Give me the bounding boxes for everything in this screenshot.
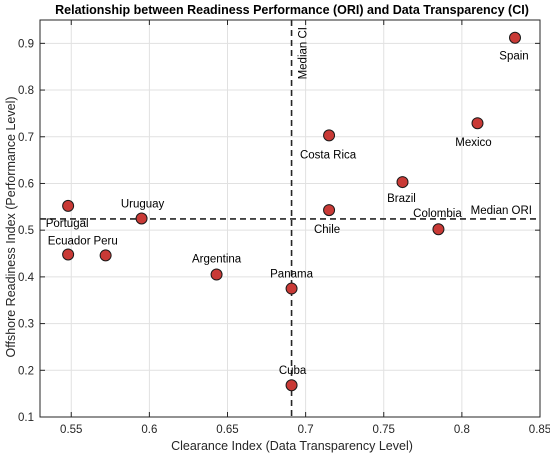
y-tick-label: 0.4: [18, 272, 35, 284]
point-uruguay: [135, 212, 148, 225]
y-axis-label: Offshore Readiness Index (Performance Le…: [4, 96, 18, 357]
point-costa-rica: [323, 129, 336, 142]
x-tick-label: 0.7: [298, 424, 314, 436]
point-cuba: [285, 379, 298, 392]
y-axis-ticks: 0.1 0.2 0.3 0.4 0.5 0.6 0.7 0.8 0.9: [18, 38, 540, 424]
data-points: [62, 31, 521, 392]
point-label-spain: Spain: [499, 51, 528, 63]
y-tick-label: 0.3: [18, 319, 34, 331]
point-ecuador: [62, 248, 75, 261]
point-panama: [285, 282, 298, 295]
x-tick-label: 0.8: [454, 424, 470, 436]
point-argentina: [210, 268, 223, 281]
chart-title: Relationship between Readiness Performan…: [55, 3, 529, 17]
point-label-uruguay: Uruguay: [121, 199, 165, 211]
point-label-chile: Chile: [314, 224, 340, 236]
point-label-colombia: Colombia: [413, 208, 462, 220]
point-label-costa-rica: Costa Rica: [300, 149, 357, 161]
y-tick-label: 0.1: [18, 412, 34, 424]
point-label-panama: Panama: [270, 269, 313, 281]
x-axis-label: Clearance Index (Data Transparency Level…: [171, 439, 413, 453]
point-label-portugal: Portugal: [46, 218, 89, 230]
y-tick-label: 0.8: [18, 85, 34, 97]
x-axis-ticks: 0.55 0.6 0.65 0.7 0.75 0.8 0.85: [60, 20, 550, 436]
x-tick-label: 0.6: [141, 424, 157, 436]
x-tick-label: 0.65: [216, 424, 238, 436]
median-ci-label: Median CI: [298, 27, 310, 79]
y-tick-label: 0.6: [18, 178, 34, 190]
x-tick-label: 0.85: [529, 424, 550, 436]
point-mexico: [471, 117, 484, 130]
point-label-mexico: Mexico: [455, 137, 491, 149]
x-tick-label: 0.55: [60, 424, 82, 436]
point-spain: [509, 31, 521, 44]
y-tick-label: 0.9: [18, 38, 34, 50]
point-colombia: [432, 223, 445, 236]
point-chile: [323, 204, 336, 217]
point-peru: [99, 249, 112, 262]
y-tick-label: 0.5: [18, 225, 34, 237]
point-labels: Portugal Ecuador Peru Uruguay Argentina Panam…: [46, 51, 529, 377]
point-brazil: [396, 176, 409, 189]
point-label-argentina: Argentina: [192, 254, 242, 266]
y-tick-label: 0.2: [18, 365, 34, 377]
point-label-cuba: Cuba: [279, 365, 307, 377]
point-label-ecuador: Ecuador: [48, 235, 91, 247]
x-tick-label: 0.75: [373, 424, 395, 436]
y-tick-label: 0.7: [18, 132, 34, 144]
plot-frame: [39, 19, 541, 418]
point-label-brazil: Brazil: [387, 193, 416, 205]
point-portugal: [62, 199, 75, 212]
reference-lines: Median CI Median ORI: [40, 20, 540, 417]
point-label-peru: Peru: [93, 235, 117, 247]
median-ori-label: Median ORI: [471, 205, 532, 217]
